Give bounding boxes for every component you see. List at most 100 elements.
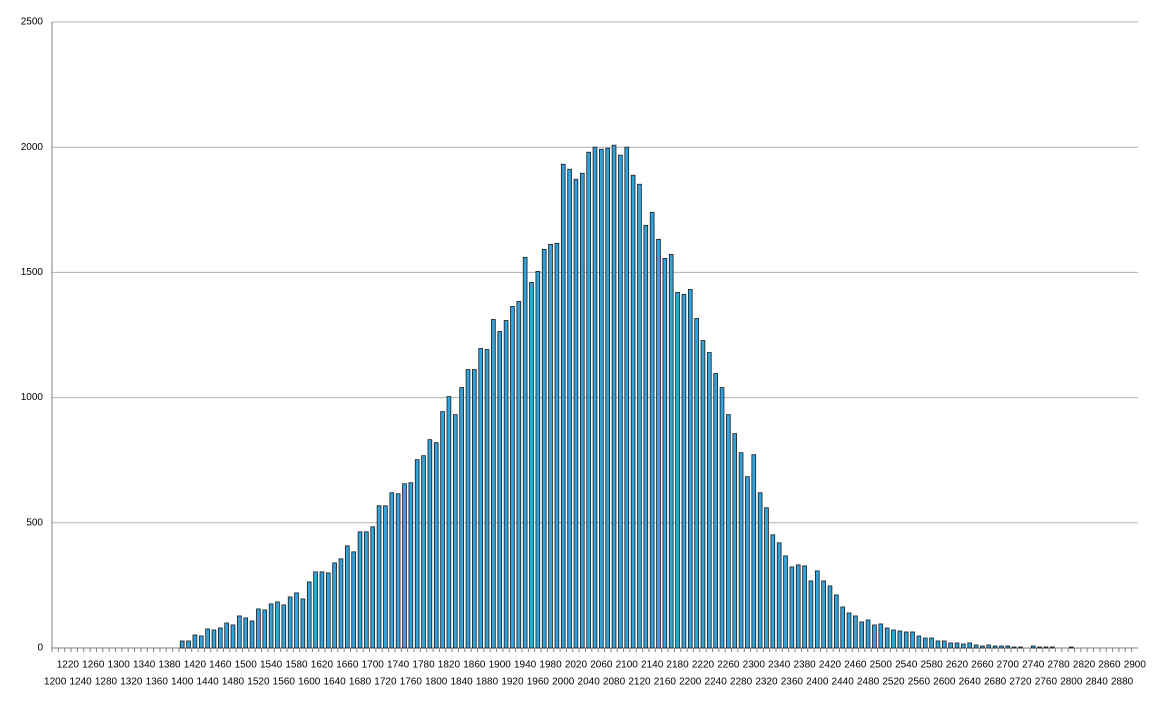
bar <box>757 492 763 649</box>
bar <box>383 505 388 649</box>
bar <box>935 640 941 649</box>
bar <box>649 211 655 649</box>
x-tick-label: 1900 <box>489 660 512 671</box>
bar <box>1043 646 1049 649</box>
bar <box>599 148 604 649</box>
x-tick-label: 1800 <box>425 677 448 688</box>
bar <box>573 178 579 649</box>
x-tick-label: 2860 <box>1098 660 1121 671</box>
x-tick-label: 2660 <box>971 660 994 671</box>
bar <box>548 243 553 649</box>
bar <box>980 645 985 649</box>
x-tick-label: 1820 <box>438 660 461 671</box>
bar <box>503 320 509 649</box>
bar <box>999 645 1004 649</box>
x-tick-label: 1720 <box>374 677 397 688</box>
bar <box>668 253 674 649</box>
bar <box>179 640 185 649</box>
bar <box>1005 645 1011 649</box>
x-tick-label: 2080 <box>603 677 626 688</box>
bar <box>821 580 826 649</box>
y-tick-label: 1000 <box>21 392 44 403</box>
x-tick-label: 2720 <box>1009 677 1032 688</box>
x-tick-label: 1340 <box>133 660 156 671</box>
bar <box>345 545 350 649</box>
x-tick-label: 1840 <box>451 677 474 688</box>
x-tick-label: 1460 <box>209 660 232 671</box>
bar <box>325 572 331 649</box>
bar <box>459 387 464 649</box>
x-tick-label: 1860 <box>463 660 486 671</box>
x-tick-label: 2200 <box>679 677 702 688</box>
bar <box>357 531 363 649</box>
bar <box>846 612 852 649</box>
bar <box>840 606 845 649</box>
bar <box>726 414 731 649</box>
x-tick-label: 1200 <box>44 677 67 688</box>
bar <box>249 620 255 649</box>
bar <box>217 627 223 649</box>
x-tick-label: 1760 <box>400 677 423 688</box>
bar <box>243 617 249 649</box>
x-tick-label: 2000 <box>552 677 575 688</box>
bar <box>891 629 896 649</box>
bar <box>694 318 699 649</box>
x-tick-label: 2880 <box>1111 677 1134 688</box>
bar <box>719 387 725 649</box>
x-tick-label: 1600 <box>298 677 321 688</box>
bar <box>567 168 572 649</box>
bar <box>808 580 814 649</box>
x-tick-label: 1580 <box>285 660 308 671</box>
x-tick-label: 2240 <box>705 677 728 688</box>
bar <box>700 340 706 649</box>
bar <box>427 439 433 649</box>
x-tick-label: 2440 <box>832 677 855 688</box>
bar <box>186 640 191 649</box>
bar <box>256 608 261 649</box>
bar <box>732 433 738 649</box>
bar <box>497 331 503 649</box>
bar <box>446 396 452 649</box>
x-tick-label: 2380 <box>793 660 816 671</box>
bar <box>986 644 992 649</box>
x-tick-label: 2060 <box>590 660 613 671</box>
bar <box>789 566 795 649</box>
bar <box>948 642 953 649</box>
bar <box>452 414 458 649</box>
bar <box>465 369 471 649</box>
bar <box>510 306 515 649</box>
bar <box>611 144 617 649</box>
bar <box>745 476 750 649</box>
bar <box>656 238 661 649</box>
x-tick-label: 2740 <box>1022 660 1045 671</box>
bar <box>472 369 477 649</box>
bar <box>275 601 280 649</box>
x-tick-label: 2180 <box>666 660 689 671</box>
bar <box>402 483 407 649</box>
bar <box>592 146 598 649</box>
bar <box>859 621 865 649</box>
bar <box>878 623 884 649</box>
y-tick-label: 0 <box>37 643 43 654</box>
y-tick-label: 500 <box>26 517 43 528</box>
x-tick-label: 1680 <box>349 677 372 688</box>
x-tick-label: 1700 <box>362 660 385 671</box>
bar <box>332 562 337 649</box>
bar <box>605 147 611 649</box>
bar <box>516 301 522 649</box>
bar <box>751 454 757 649</box>
bar <box>783 555 788 649</box>
bar <box>961 643 966 649</box>
bar <box>910 631 915 649</box>
bar <box>922 637 928 649</box>
bar <box>408 482 414 649</box>
x-tick-label: 1300 <box>108 660 131 671</box>
bar <box>440 411 445 649</box>
bar <box>1069 646 1074 649</box>
bar <box>872 624 877 649</box>
bar <box>395 493 401 649</box>
bar <box>522 256 528 649</box>
x-tick-label: 2600 <box>933 677 956 688</box>
bar <box>916 635 922 649</box>
